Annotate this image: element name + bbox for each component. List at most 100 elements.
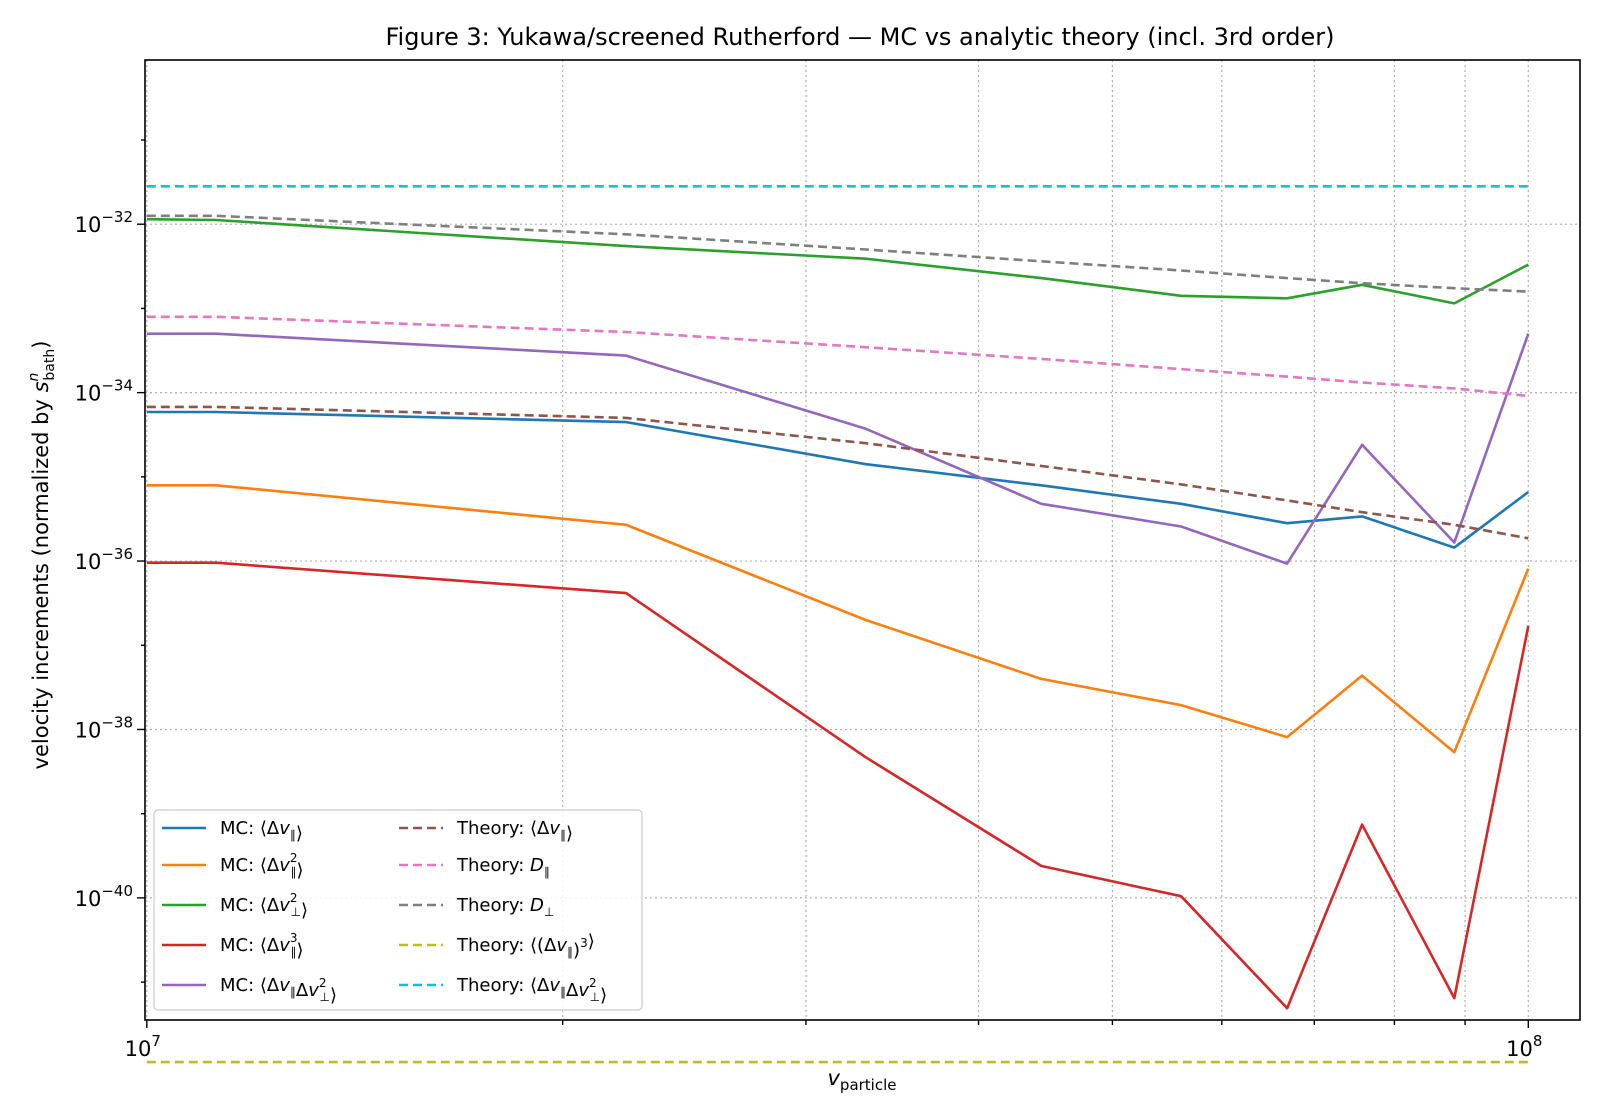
data-point bbox=[1285, 276, 1289, 280]
chart-title: Figure 3: Yukawa/screened Rutherford — M… bbox=[385, 23, 1334, 51]
data-point bbox=[1039, 677, 1043, 681]
legend-label-sub: ⊥ bbox=[544, 905, 554, 919]
data-point bbox=[214, 332, 218, 336]
data-point bbox=[1179, 482, 1183, 486]
data-point bbox=[1452, 286, 1456, 290]
legend-label: Theory: ⟨Δv∥⟩ bbox=[456, 818, 573, 844]
legend-box bbox=[153, 809, 643, 1011]
data-point bbox=[1526, 263, 1530, 267]
data-point bbox=[1285, 735, 1289, 739]
data-point bbox=[214, 410, 218, 414]
series-line bbox=[146, 217, 1529, 305]
data-point bbox=[624, 354, 628, 358]
data-point bbox=[1526, 290, 1530, 294]
data-point bbox=[864, 462, 868, 466]
y-axis-label-main: velocity increments (normalized by bbox=[29, 392, 53, 769]
data-point bbox=[1179, 894, 1183, 898]
data-point bbox=[1526, 536, 1530, 540]
legend-label-sub: ⊥ bbox=[291, 905, 301, 919]
legend-label: Theory: ⟨Δv∥Δv2 ⊥⟩ bbox=[456, 975, 607, 1006]
legend-label-mid: Δ bbox=[566, 980, 579, 1001]
data-point bbox=[214, 561, 218, 565]
data-point bbox=[624, 244, 628, 248]
y-tick-label-exp: −36 bbox=[101, 545, 133, 563]
series-3 bbox=[146, 217, 1530, 305]
legend-label: MC: ⟨Δv2 ∥⟩ bbox=[220, 851, 304, 881]
data-point bbox=[1179, 294, 1183, 298]
data-point bbox=[1526, 394, 1530, 398]
legend-label: MC: ⟨Δv2 ⊥⟩ bbox=[220, 891, 308, 921]
y-axis-label-sup: n bbox=[26, 373, 42, 382]
data-point bbox=[1285, 521, 1289, 525]
y-tick-label-base: 10 bbox=[75, 213, 102, 237]
data-point bbox=[864, 345, 868, 349]
data-point bbox=[1452, 996, 1456, 1000]
data-point bbox=[1285, 562, 1289, 566]
legend-label-sup2: 3 bbox=[580, 936, 588, 950]
legend-label-sub2: ⊥ bbox=[320, 990, 330, 1004]
data-point bbox=[1039, 184, 1043, 188]
legend-label-sup2: 2 bbox=[319, 976, 327, 990]
data-point bbox=[864, 618, 868, 622]
legend-label-var: v bbox=[549, 818, 560, 839]
data-point bbox=[1285, 184, 1289, 188]
data-point bbox=[1452, 523, 1456, 527]
legend-label-prefix: MC: ⟨Δ bbox=[220, 895, 280, 916]
legend-label-sup: 2 bbox=[290, 851, 298, 865]
series-line bbox=[146, 405, 1529, 540]
legend-label-mid: ) bbox=[573, 940, 580, 961]
y-tick-label-exp: −32 bbox=[101, 208, 133, 226]
legend-label-suffix: ⟩ bbox=[301, 900, 308, 921]
legend-label-var: D bbox=[530, 895, 544, 916]
legend-label-suffix: ⟩ bbox=[600, 985, 607, 1006]
x-axis-label-main: v bbox=[827, 1066, 840, 1090]
data-point bbox=[624, 523, 628, 527]
legend-label-sub: ∥ bbox=[290, 828, 296, 842]
series-layer bbox=[146, 184, 1530, 1064]
data-point bbox=[1179, 525, 1183, 529]
data-point bbox=[1526, 332, 1530, 336]
data-point bbox=[1452, 301, 1456, 305]
legend-label-prefix: MC: ⟨Δ bbox=[220, 935, 280, 956]
legend-label-sub: ∥ bbox=[560, 828, 566, 842]
y-axis-label-var: s bbox=[29, 381, 53, 392]
series-6 bbox=[146, 405, 1530, 540]
x-tick-label-exp: 8 bbox=[1533, 1032, 1543, 1050]
legend-label-suffix: ⟩ bbox=[566, 823, 573, 844]
plot-frame bbox=[144, 59, 1581, 1021]
legend-label-sub: ∥ bbox=[544, 865, 550, 879]
series-line bbox=[146, 214, 1529, 293]
y-axis-label: velocity increments (normalized by snbat… bbox=[26, 341, 58, 770]
data-point bbox=[1039, 276, 1043, 280]
data-point bbox=[1360, 674, 1364, 678]
data-point bbox=[1360, 514, 1364, 518]
data-point bbox=[1285, 498, 1289, 502]
series-8 bbox=[146, 214, 1530, 294]
x-tick-label: 107 bbox=[125, 1032, 161, 1061]
data-point bbox=[1039, 483, 1043, 487]
series-line bbox=[146, 561, 1530, 1010]
data-point bbox=[624, 420, 628, 424]
data-point bbox=[624, 232, 628, 236]
legend-label-sup2: 2 bbox=[589, 976, 597, 990]
legend-label-var: v bbox=[279, 895, 290, 916]
legend-label-var: v bbox=[279, 855, 290, 876]
y-tick-label-base: 10 bbox=[75, 382, 102, 406]
y-tick-label: 10−40 bbox=[75, 882, 133, 911]
data-point bbox=[1039, 464, 1043, 468]
series-2 bbox=[146, 483, 1530, 754]
data-point bbox=[1285, 1006, 1289, 1010]
legend-label-prefix: Theory: ⟨Δ bbox=[456, 818, 550, 839]
series-5 bbox=[146, 332, 1530, 566]
legend-label-var: v bbox=[279, 935, 290, 956]
series-7 bbox=[146, 315, 1530, 398]
legend-label-sub: ∥ bbox=[567, 945, 573, 959]
legend-label-prefix: MC: ⟨Δ bbox=[220, 975, 280, 996]
y-tick-label: 10−36 bbox=[75, 545, 133, 574]
legend-label-mid: Δ bbox=[296, 980, 309, 1001]
data-point bbox=[864, 257, 868, 261]
data-point bbox=[1285, 375, 1289, 379]
data-point bbox=[1039, 357, 1043, 361]
data-point bbox=[1360, 184, 1364, 188]
